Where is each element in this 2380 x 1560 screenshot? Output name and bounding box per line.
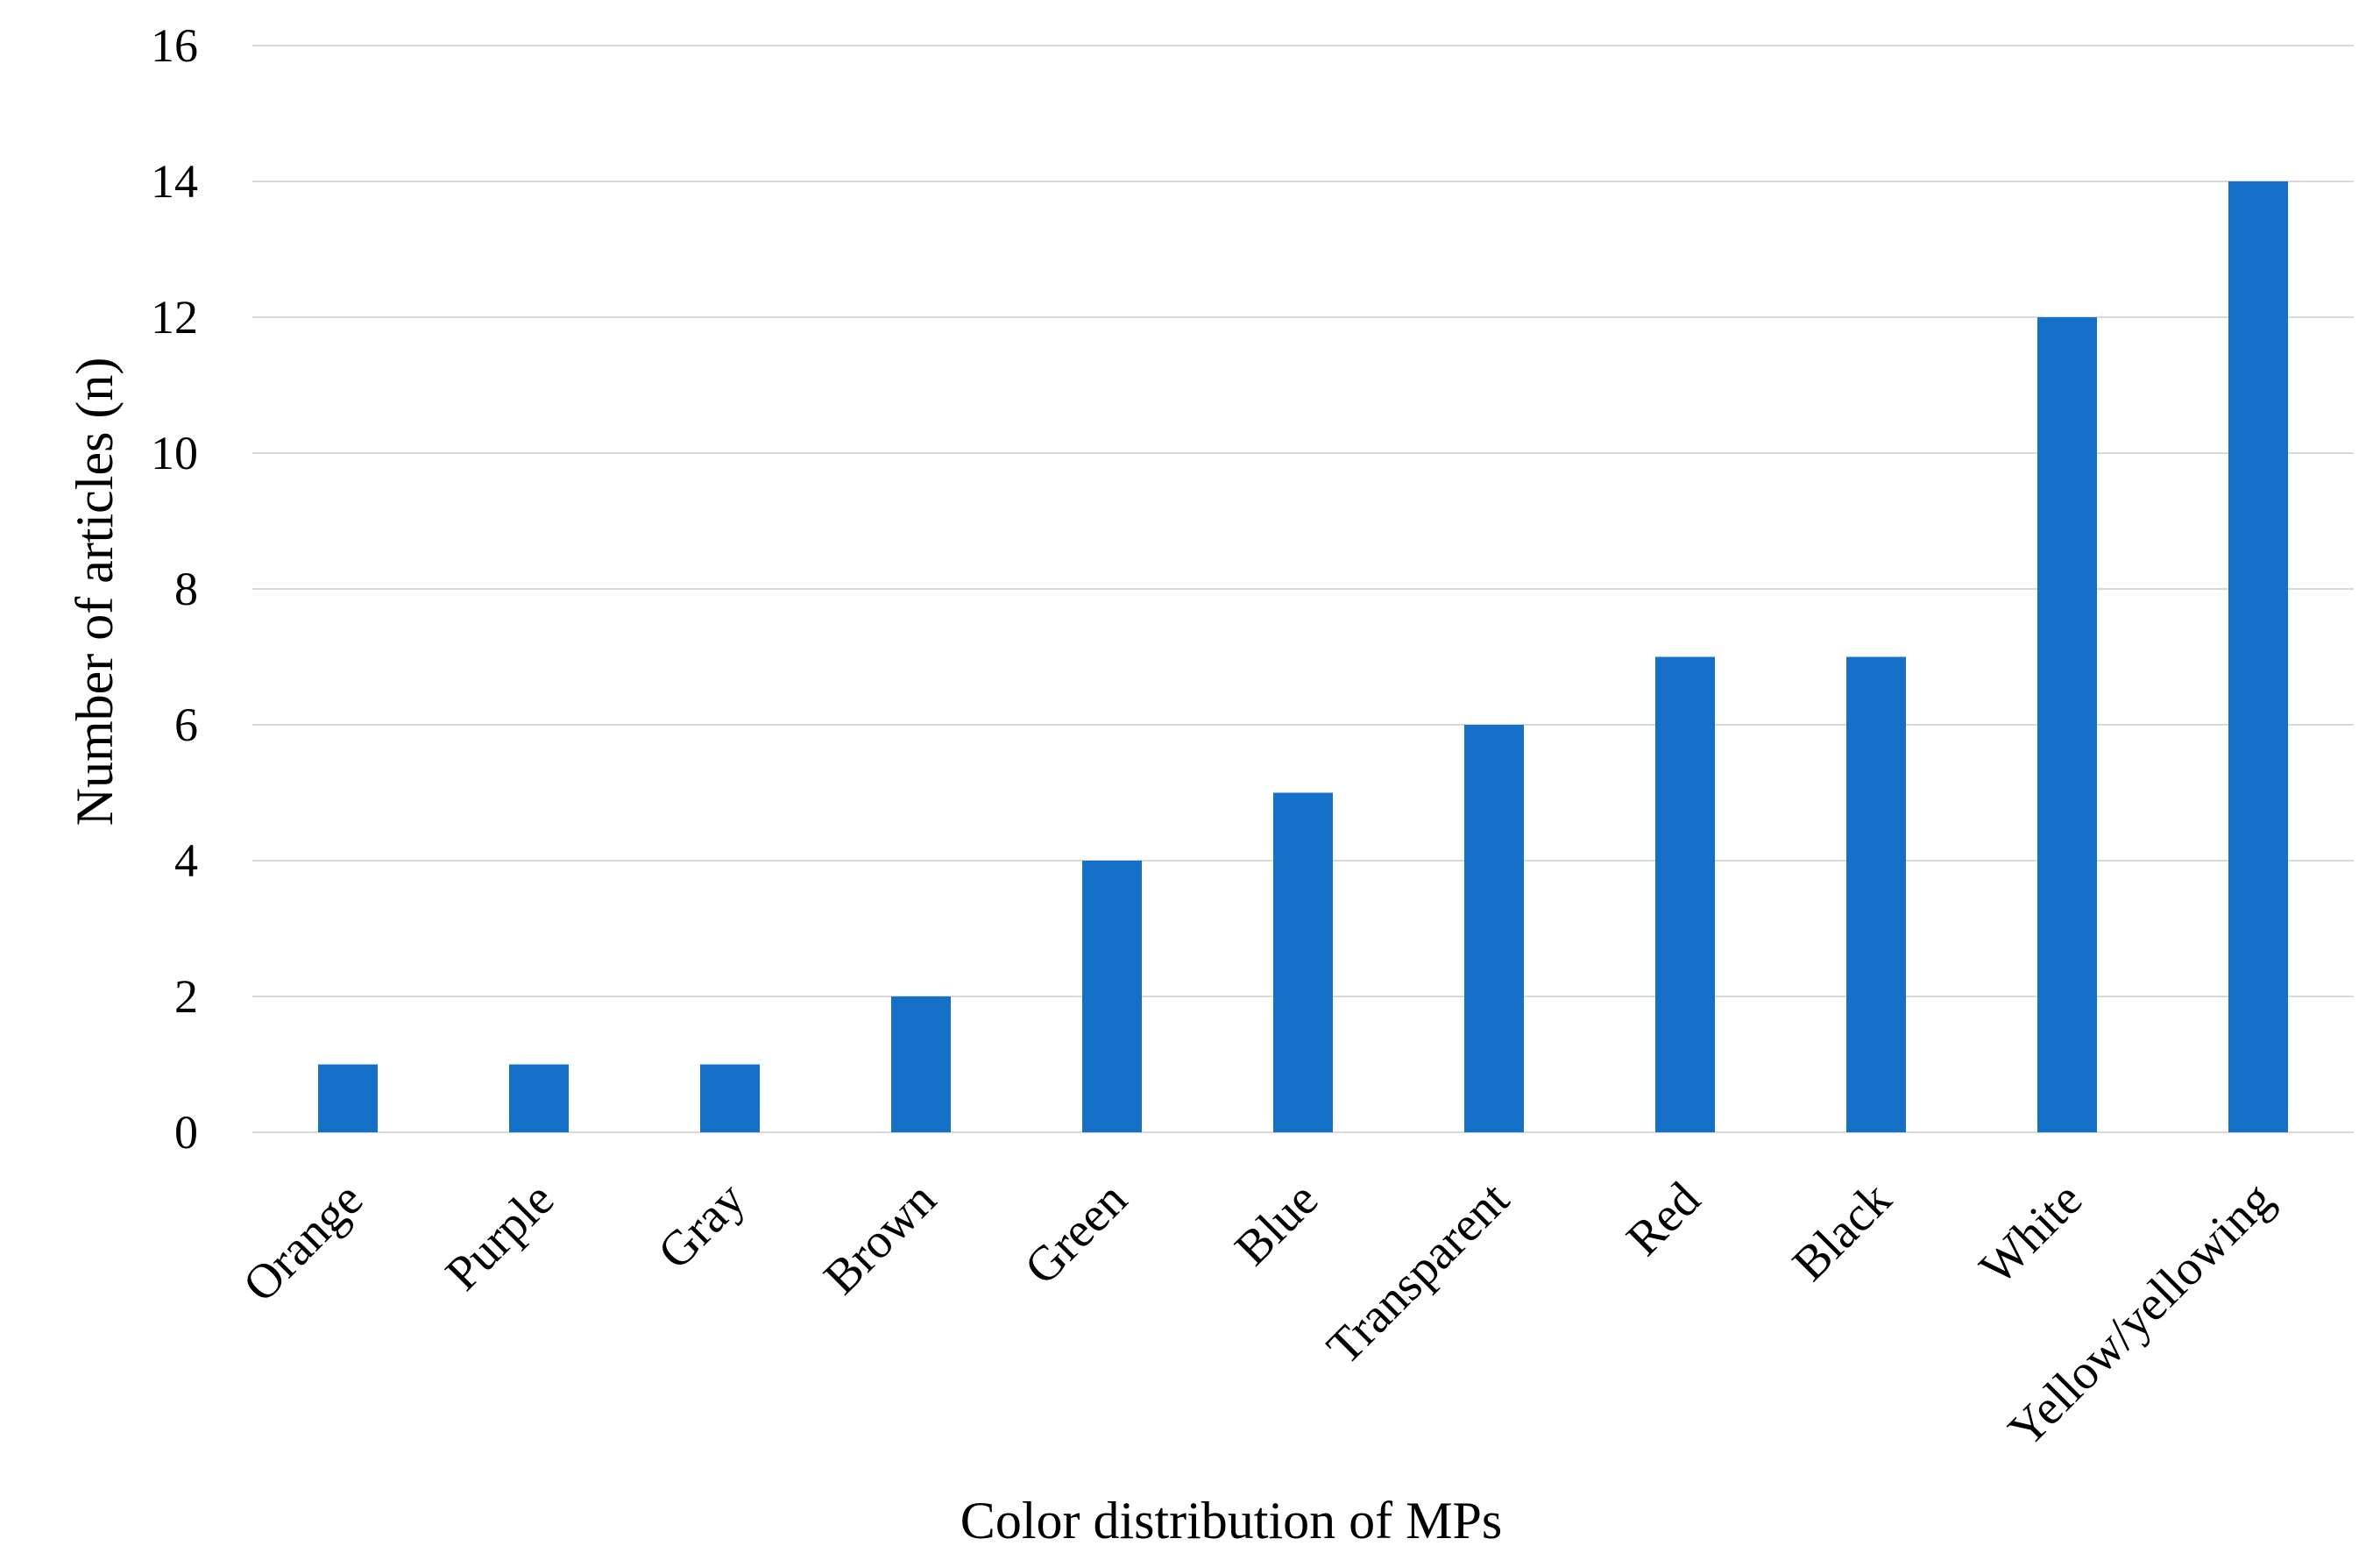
bar-brown (891, 996, 951, 1132)
bar-black (1846, 656, 1906, 1132)
x-tick-label: White (1970, 1172, 2093, 1295)
x-tick-labels: Orange Purple Gray Brown Green BlueTransparen… (233, 1172, 2284, 1457)
bar-green (1082, 861, 1142, 1132)
bar-blue (1273, 792, 1333, 1132)
x-tick-label: Transparent (1317, 1172, 1520, 1375)
bar-purple (509, 1064, 569, 1132)
bar-transparent (1464, 725, 1524, 1132)
y-tick-label: 2 (174, 970, 198, 1023)
y-tick-label: 0 (174, 1106, 198, 1159)
y-tick-label: 14 (151, 155, 198, 208)
gridlines (252, 45, 2354, 1133)
x-tick-label: Orange (233, 1172, 373, 1312)
x-tick-label: Brown (814, 1172, 947, 1305)
y-tick-label: 16 (151, 19, 198, 72)
bar-white (2037, 317, 2097, 1132)
y-tick-label: 10 (151, 427, 198, 479)
x-tick-label: Purple (436, 1172, 564, 1301)
x-tick-label: Gray (648, 1172, 755, 1280)
bar-red (1655, 656, 1715, 1132)
bar-orange (318, 1064, 378, 1132)
x-tick-label: Red (1617, 1172, 1711, 1266)
y-tick-label: 12 (151, 291, 198, 344)
bar-gray (700, 1064, 760, 1132)
y-tick-label: 6 (174, 698, 198, 751)
x-axis-title: Color distribution of MPs (960, 1492, 1502, 1549)
y-tick-label: 4 (174, 834, 198, 887)
x-tick-label: Black (1782, 1172, 1902, 1291)
x-tick-label: Blue (1225, 1172, 1329, 1276)
y-axis-title: Number of articles (n) (66, 358, 124, 826)
bars (318, 181, 2288, 1132)
bar-yellow-yellowing (2228, 181, 2288, 1132)
y-tick-labels: 0 2 4 6 8 10 12 14 16 (151, 19, 198, 1159)
y-tick-label: 8 (174, 563, 198, 615)
x-tick-label: Green (1015, 1172, 1138, 1295)
